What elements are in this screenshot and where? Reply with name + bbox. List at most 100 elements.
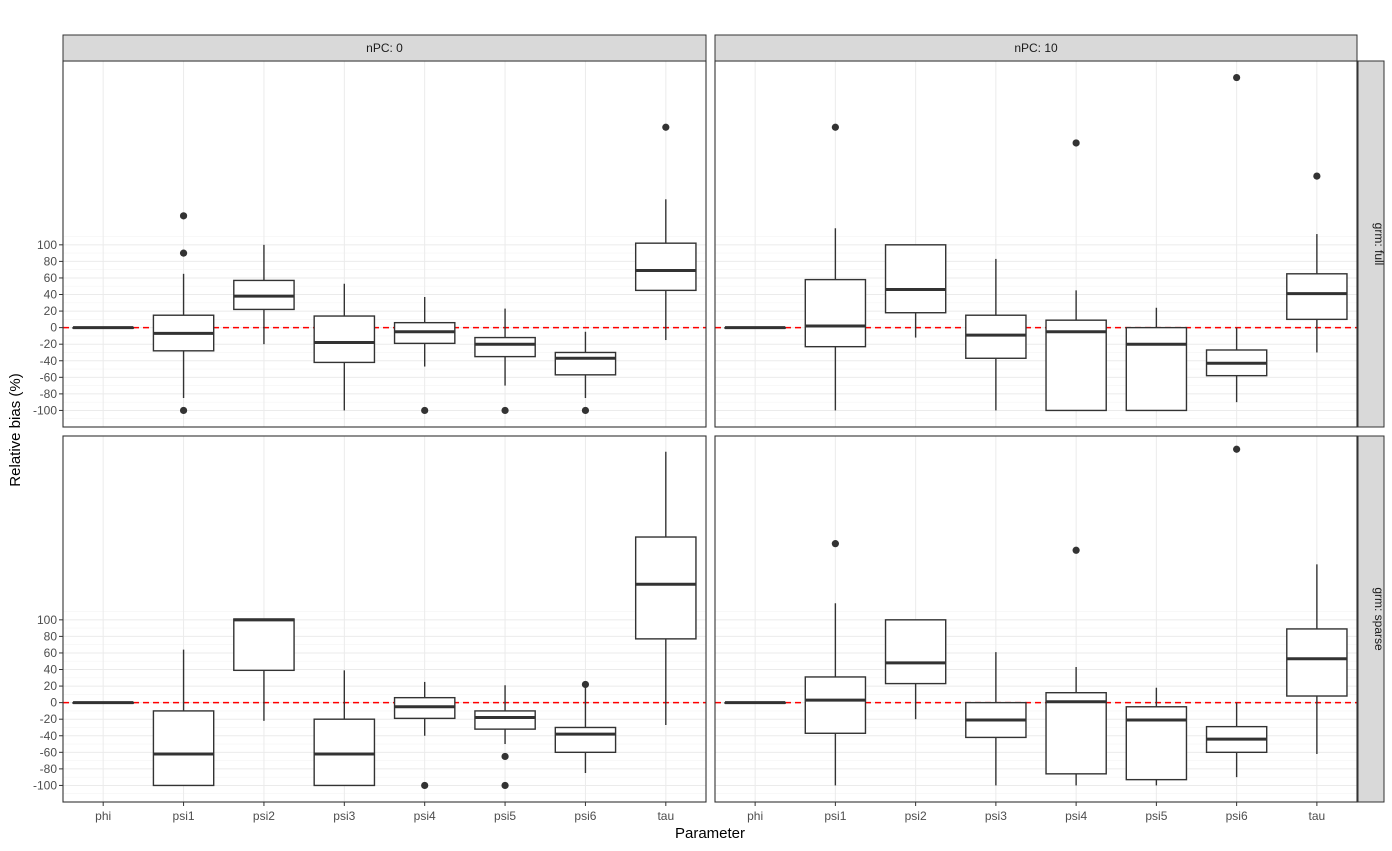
outlier-point [581,680,590,689]
y-tick-label: 40 [44,288,58,302]
y-tick-label: -60 [40,370,58,384]
x-tick-label: phi [747,809,763,823]
x-tick-label: tau [1309,809,1326,823]
outlier-point [1313,172,1321,180]
outlier-point [831,540,839,548]
box-tau [634,123,697,341]
box-psi6 [1205,73,1268,403]
column-strip-background [62,34,707,62]
box-iqr [1125,326,1188,412]
box-phi [724,701,786,705]
box-psi4 [393,681,456,790]
outlier-point [1233,73,1241,82]
row-strip: grm: full [1357,60,1386,428]
box-iqr [884,244,947,314]
box-psi1 [804,540,867,786]
y-axis-title: Relative bias (%) [7,373,24,486]
y-tick-label: -40 [40,354,58,368]
y-tick-label: 0 [50,321,57,335]
x-tick-label: psi3 [333,809,355,823]
panel-nPC10-grmfull [714,60,1358,428]
panel-nPC0-grmfull [62,60,707,428]
x-tick-label: psi5 [1145,809,1167,823]
box-psi5 [1125,307,1188,412]
box-iqr [1286,628,1348,697]
box-psi5 [474,685,536,790]
y-tick-label: 80 [44,629,58,643]
box-iqr [804,676,867,734]
outlier-point [1233,445,1241,453]
x-tick-label: psi1 [824,809,846,823]
box-psi5 [474,308,536,415]
y-tick-label: -100 [33,403,57,417]
box-psi6 [554,680,617,774]
x-tick-label: psi5 [494,809,516,823]
y-tick-label: 80 [44,254,58,268]
x-tick-label: psi2 [905,809,927,823]
x-tick-label: psi1 [173,809,195,823]
row-strip-background [1357,60,1385,428]
box-iqr [233,618,295,672]
box-iqr [1286,273,1348,321]
x-tick-label: psi4 [1065,809,1087,823]
box-psi1 [152,649,215,787]
x-tick-label: psi3 [985,809,1007,823]
box-psi1 [152,212,215,415]
box-psi2 [233,618,295,721]
outlier-point [421,406,429,415]
column-strip-label: nPC: 0 [366,41,403,55]
x-tick-label: tau [657,809,674,823]
box-psi6 [554,331,617,415]
box-phi [72,701,135,705]
y-tick-label: 100 [37,238,57,252]
box-iqr [804,278,867,348]
box-psi3 [965,652,1027,786]
column-strip: nPC: 0 [62,34,707,62]
x-tick-label: psi4 [414,809,436,823]
box-tau [1286,172,1348,353]
box-psi2 [884,244,947,338]
row-strip: grm: sparse [1357,435,1386,803]
y-tick-label: -20 [40,337,58,351]
y-tick-label: -40 [40,729,58,743]
outlier-point [501,752,509,761]
box-iqr [965,314,1027,359]
box-iqr [313,315,376,364]
panel-nPC10-grmsparse [714,435,1358,803]
axes-layer: 100 80 60 40 20 0 -20 -40 -60 -80 -100 100 80 60 40 20 0… [33,238,1325,823]
box-psi5 [1125,687,1188,786]
box-psi3 [965,258,1027,411]
box-psi2 [884,619,947,720]
column-strip: nPC: 10 [714,34,1358,62]
box-iqr [634,242,697,292]
y-tick-label: 60 [44,271,58,285]
y-tick-label: -100 [33,778,57,792]
box-iqr [474,336,536,358]
outlier-point [662,123,670,131]
panel-border [62,435,707,803]
panel-nPC0-grmsparse [62,435,707,803]
box-psi4 [1045,546,1107,786]
y-tick-label: 40 [44,663,58,677]
outlier-point [179,406,188,415]
row-strip-label: grm: sparse [1372,587,1386,651]
x-axis-title: Parameter [675,825,745,842]
box-iqr [1045,319,1107,412]
box-psi3 [313,670,376,787]
column-strip-label: nPC: 10 [1014,41,1058,55]
box-psi4 [393,296,456,415]
panel-border [714,435,1358,803]
x-tick-label: phi [95,809,111,823]
box-iqr [1045,691,1107,775]
box-psi4 [1045,139,1107,412]
outlier-point [179,212,188,220]
x-tick-label: psi6 [1226,809,1248,823]
outlier-point [581,406,590,415]
box-psi3 [313,283,376,411]
row-strip-background [1357,435,1385,803]
y-tick-label: 20 [44,304,58,318]
box-iqr [474,710,536,730]
y-tick-label: -80 [40,762,58,776]
box-iqr [884,619,947,685]
y-tick-label: -80 [40,387,58,401]
